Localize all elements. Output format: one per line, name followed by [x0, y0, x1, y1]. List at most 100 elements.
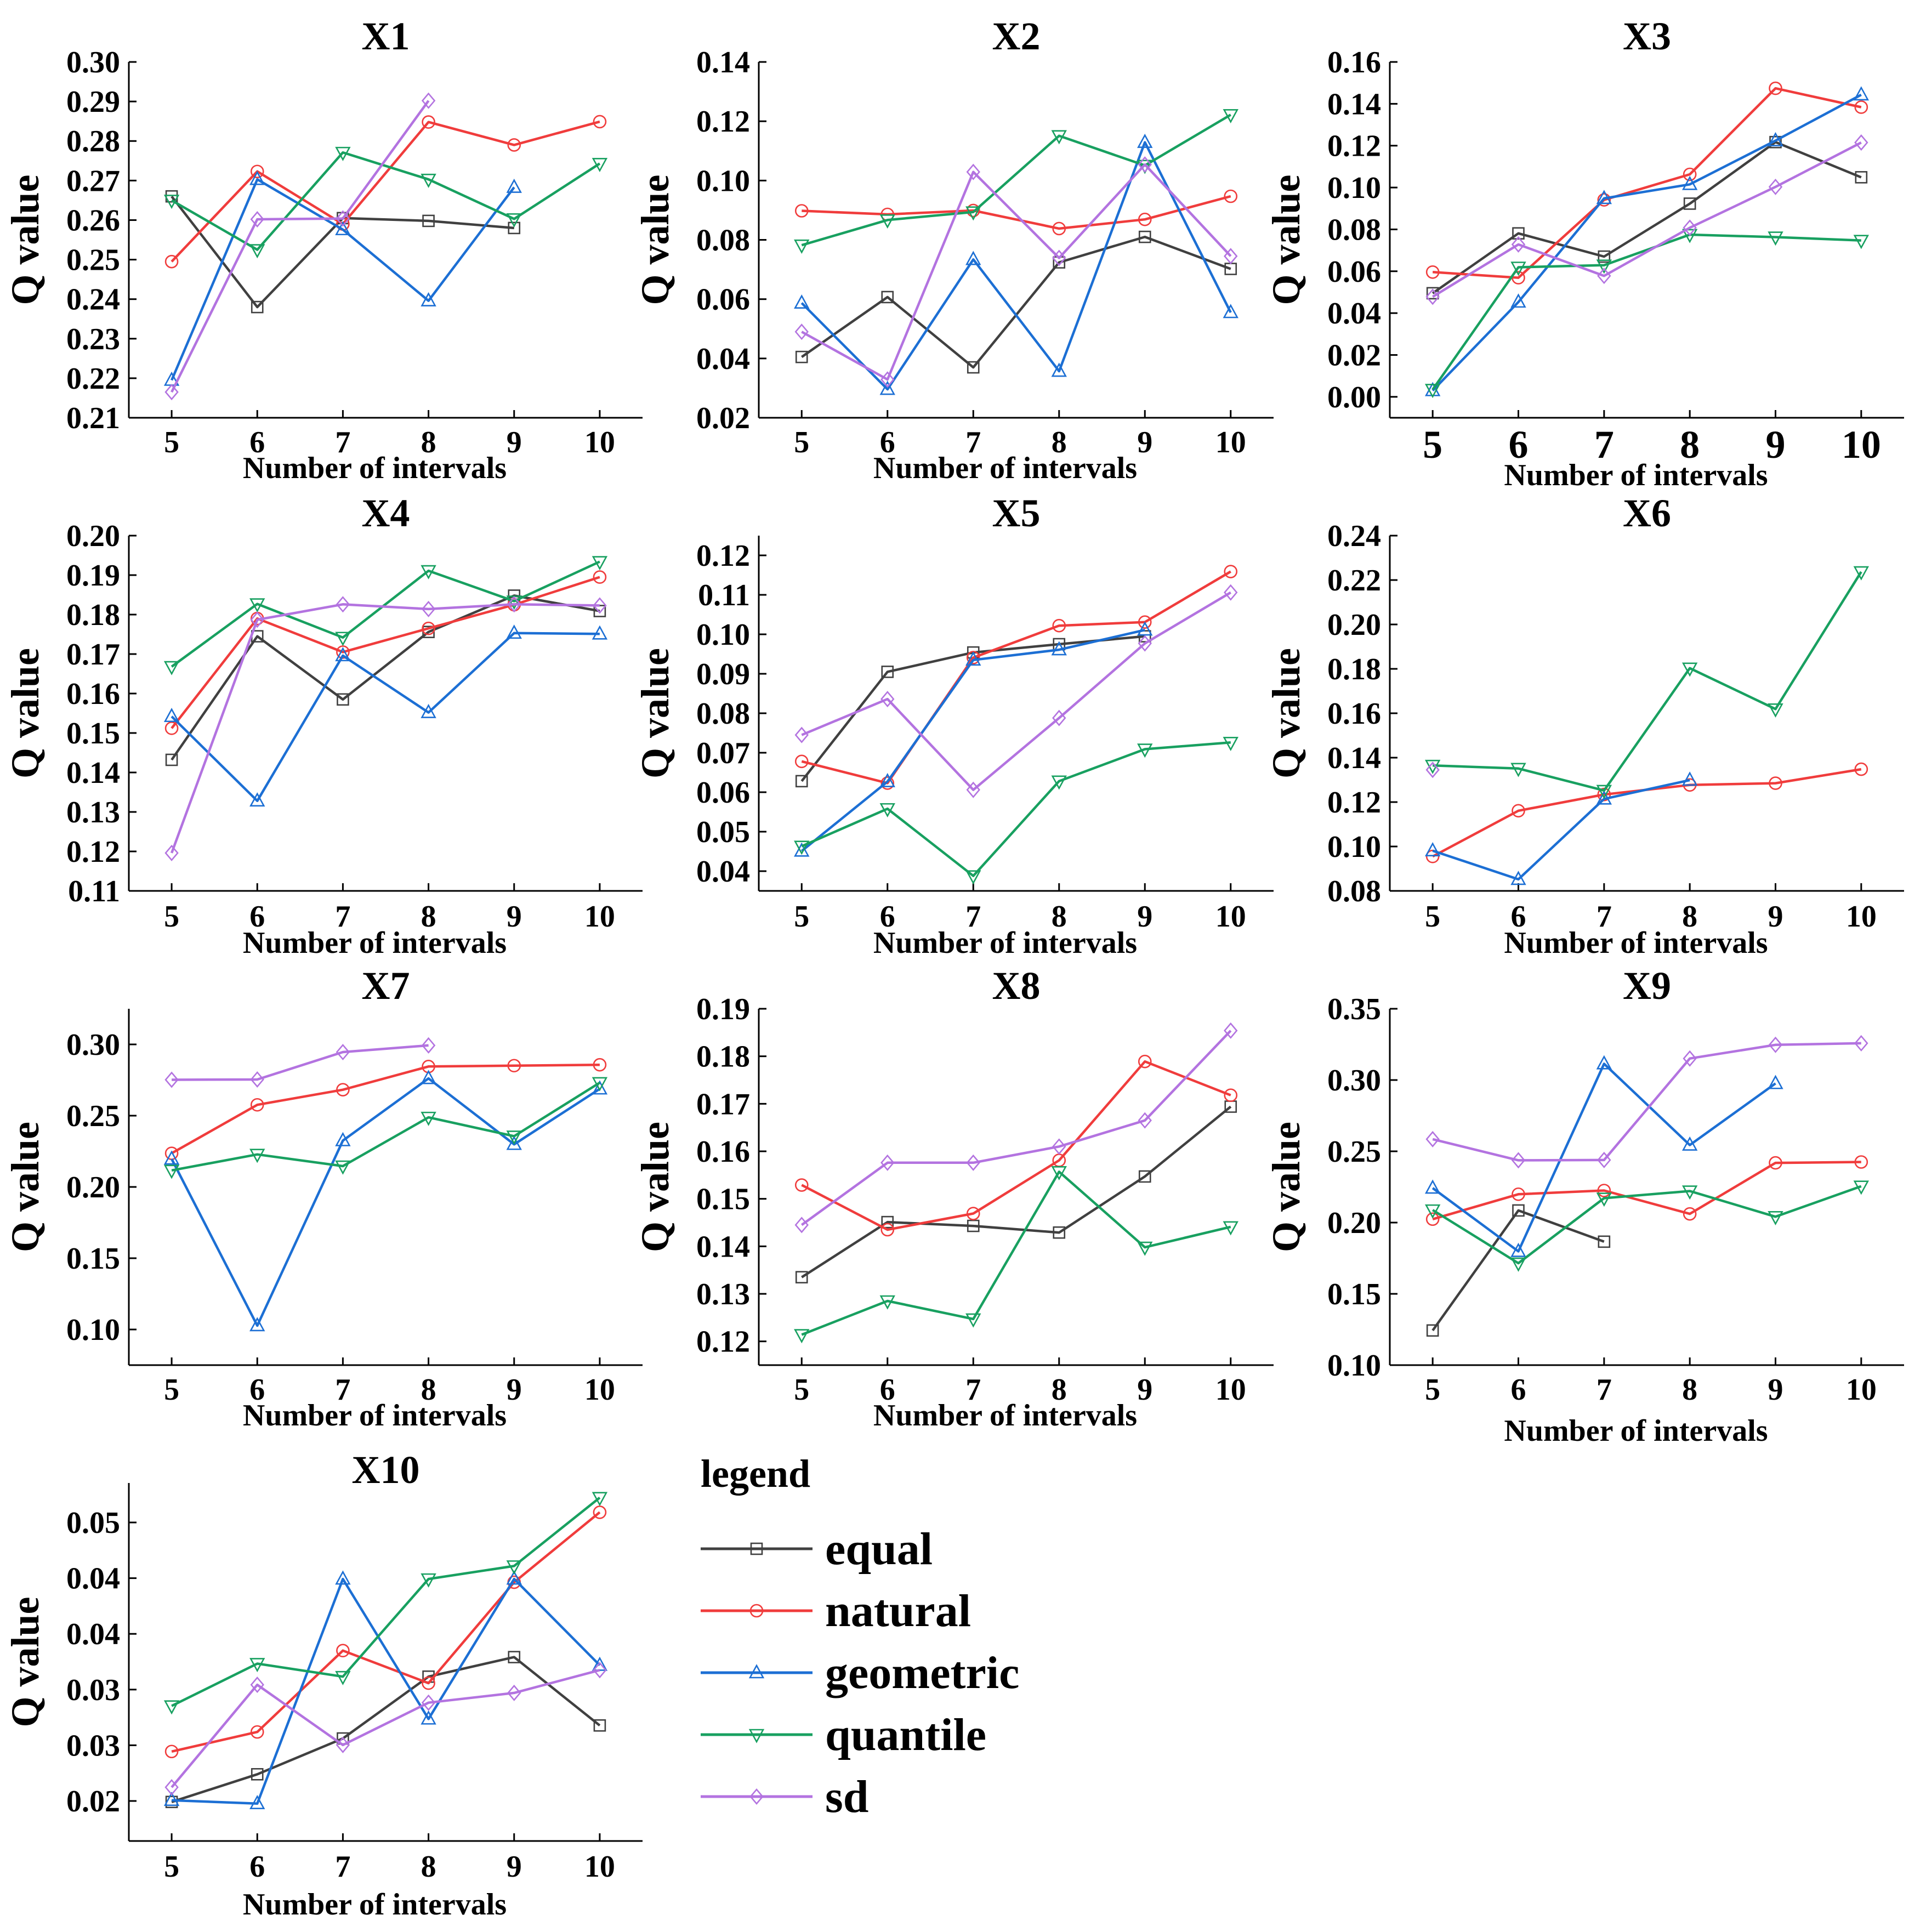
legend-title: legend	[701, 1452, 810, 1496]
y-tick-label: 0.04	[696, 855, 750, 889]
data-point-geometric	[1510, 1242, 1526, 1257]
data-point-natural	[422, 115, 435, 129]
data-point-equal	[337, 693, 349, 706]
series-line-natural	[801, 570, 1231, 785]
y-tick-label: 0.08	[696, 224, 750, 258]
y-tick-label: 0.07	[696, 736, 750, 770]
data-point-geometric	[1596, 790, 1612, 805]
x-tick-label: 5	[1425, 900, 1440, 934]
series-quantile	[1424, 1180, 1870, 1272]
x-tick-label: 9	[507, 1373, 522, 1407]
data-point-quantile	[163, 195, 180, 209]
data-point-quantile	[592, 158, 608, 173]
y-tick-label: 0.18	[1327, 652, 1381, 686]
data-point-natural	[1138, 615, 1152, 629]
x-tick-label: 6	[880, 900, 895, 934]
data-point-geometric	[794, 842, 810, 857]
series-line-natural	[171, 1063, 600, 1155]
x-tick-label: 8	[421, 1850, 436, 1884]
y-tick-label: 0.03	[66, 1673, 120, 1707]
data-point-quantile	[1510, 1257, 1526, 1272]
data-point-quantile	[335, 1670, 351, 1685]
y-axis-label: Q value	[3, 1596, 47, 1727]
x-axis-label: Number of intervals	[1504, 458, 1768, 492]
data-point-geometric	[1051, 641, 1067, 656]
x-tick-label: 9	[1768, 1373, 1783, 1407]
data-point-quantile	[421, 1111, 436, 1126]
x-tick-label: 10	[1215, 425, 1246, 459]
data-point-sd	[164, 844, 179, 861]
x-tick-label: 7	[1597, 900, 1612, 934]
data-point-quantile	[879, 1295, 895, 1310]
data-point-quantile	[1424, 1204, 1441, 1219]
y-tick-label: 0.14	[696, 46, 750, 79]
chart-title: X5	[992, 491, 1041, 535]
data-point-quantile	[965, 1313, 981, 1328]
data-point-equal	[251, 300, 264, 314]
series-line-sd	[171, 100, 430, 393]
data-point-quantile	[421, 565, 436, 579]
data-point-natural	[880, 776, 895, 790]
data-point-sd	[1768, 178, 1783, 195]
data-point-geometric	[421, 1070, 436, 1084]
series-line-natural	[1433, 87, 1862, 279]
data-point-sd	[336, 1044, 350, 1061]
data-point-geometric	[1596, 190, 1612, 204]
data-point-equal	[967, 361, 980, 374]
data-point-geometric	[335, 1132, 351, 1146]
data-point-equal	[1426, 1324, 1439, 1337]
data-point-geometric	[592, 625, 608, 640]
y-tick-label: 0.18	[66, 598, 120, 632]
data-point-natural	[250, 1098, 264, 1112]
y-tick-label: 0.14	[66, 756, 120, 790]
series-sd	[794, 584, 1238, 798]
series-sd	[164, 92, 436, 401]
data-point-geometric	[794, 294, 810, 309]
data-point-sd	[250, 1071, 264, 1088]
series-line-natural	[171, 576, 600, 729]
x-tick-label: 7	[965, 1373, 981, 1407]
chart-panel-x6: X6 0.08 0.10 0.12 0.14 0.16 0.18 0.20 0.22 0.24 5 6…	[1264, 491, 1904, 960]
data-point-sd	[1425, 1130, 1440, 1147]
y-tick-label: 0.16	[1327, 697, 1381, 731]
x-tick-label: 7	[335, 900, 350, 934]
data-point-quantile	[879, 214, 895, 229]
data-point-geometric	[506, 624, 522, 639]
data-point-geometric	[965, 651, 981, 666]
legend-marker-geometric	[748, 1664, 765, 1679]
data-point-quantile	[1853, 1180, 1870, 1195]
chart-title: X3	[1623, 14, 1671, 58]
y-tick-label: 0.18	[696, 1040, 750, 1074]
y-axis-label: Q value	[1264, 1122, 1308, 1252]
x-tick-label: 8	[1052, 1373, 1067, 1407]
data-point-geometric	[163, 708, 180, 723]
chart-title: X10	[352, 1448, 420, 1492]
series-natural	[164, 570, 607, 735]
data-point-quantile	[421, 173, 436, 188]
data-point-natural	[794, 1178, 809, 1192]
data-point-geometric	[879, 380, 895, 395]
x-tick-label: 6	[1511, 900, 1526, 934]
y-tick-label: 0.19	[66, 559, 120, 593]
data-point-geometric	[421, 292, 436, 306]
x-tick-label: 6	[1509, 423, 1529, 467]
y-tick-label: 0.25	[66, 243, 120, 277]
data-point-sd	[1425, 762, 1440, 779]
chart-title: X8	[992, 964, 1041, 1008]
x-tick-label: 9	[507, 425, 522, 459]
data-point-quantile	[1223, 736, 1238, 751]
legend-label: geometric	[825, 1647, 1019, 1698]
data-point-sd	[1052, 1138, 1066, 1155]
series-line-geometric	[800, 141, 1232, 391]
data-point-geometric	[249, 1795, 265, 1810]
y-tick-label: 0.20	[66, 1170, 120, 1204]
data-point-sd	[880, 1154, 895, 1171]
data-point-quantile	[335, 146, 351, 161]
series-geometric	[1424, 1055, 1783, 1257]
data-point-natural	[507, 138, 521, 152]
data-point-natural	[336, 1644, 350, 1658]
chart-panel-x1: X1 0.21 0.22 0.23 0.24 0.25 0.26 0.27 0.28 0.29 0.…	[3, 14, 643, 485]
x-tick-label: 10	[584, 1850, 615, 1884]
data-point-quantile	[965, 206, 981, 221]
